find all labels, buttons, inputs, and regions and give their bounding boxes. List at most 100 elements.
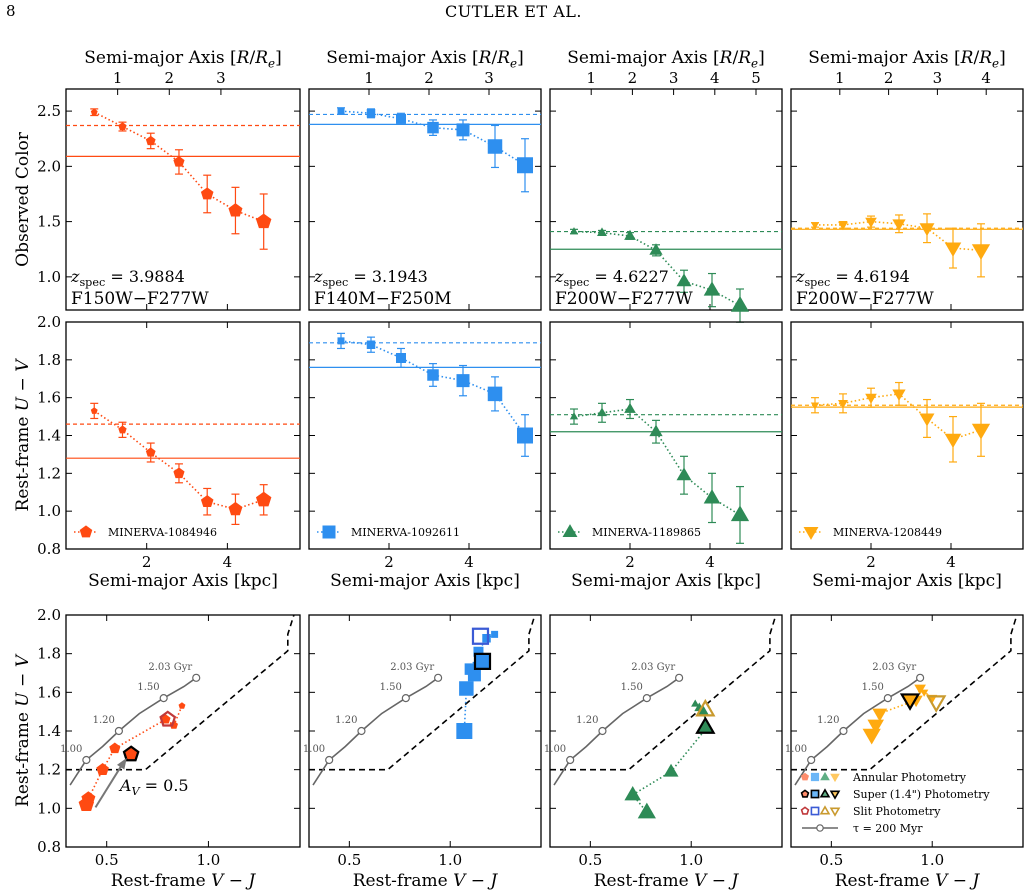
- legend-marker: [800, 806, 810, 815]
- data-point: [396, 352, 406, 363]
- legend-marker: [820, 771, 830, 781]
- top-tick-label: 1: [835, 69, 845, 87]
- x-tick-label: 4: [705, 553, 715, 571]
- x-tick-label: 0.5: [819, 851, 843, 869]
- zspec-label: zspec = 3.9884: [70, 267, 185, 289]
- panel-uvj: 0.8 1.0 1.2 1.4 1.6 1.8 2.0 0.5 1.0 Rest-frame V …: [37, 606, 301, 891]
- data-point: [396, 113, 406, 124]
- y-tick-label: 1.2: [37, 761, 61, 779]
- x-tick-label: 2: [866, 553, 876, 571]
- data-point: [971, 423, 991, 440]
- x-axis-label: Rest-frame V − J: [594, 871, 740, 891]
- legend-marker: [79, 525, 93, 538]
- data-point: [569, 227, 579, 235]
- running-title: CUTLER ET AL.: [444, 2, 583, 21]
- quiescent-boundary: [550, 614, 777, 771]
- top-tick-label: 5: [751, 69, 761, 87]
- data-point: [145, 447, 156, 457]
- quiescent-boundary: [66, 614, 295, 771]
- profile-connector: [340, 110, 526, 166]
- data-point: [624, 402, 636, 413]
- top-tick-label: 2: [628, 69, 638, 87]
- top-axis-label: Semi-major Axis [R/Re]: [808, 48, 1005, 70]
- age-marker-label: 1.00: [544, 744, 566, 755]
- ccd-annular-point: [624, 786, 642, 801]
- x-tick-label: 4: [464, 553, 474, 571]
- data-point: [255, 491, 272, 507]
- x-axis-label: Rest-frame V − J: [835, 871, 981, 891]
- legend-entry-label: Annular Photometry: [852, 771, 967, 784]
- filter-label: F200W−F277W: [555, 289, 693, 309]
- age-marker-label: 1.00: [303, 744, 325, 755]
- age-marker-label: 1.00: [60, 744, 82, 755]
- age-marker-label: 1.20: [817, 715, 839, 726]
- ccd-super-point: [695, 716, 716, 734]
- ccd-annular-point: [867, 719, 885, 734]
- legend-marker: [562, 524, 578, 537]
- age-marker-label: 1.50: [862, 682, 884, 693]
- zspec-label: zspec = 3.1943: [313, 267, 428, 289]
- age-marker-label: 1.50: [621, 682, 643, 693]
- legend-entry-label: Super (1.4") Photometry: [853, 788, 990, 801]
- ccd-annular-point: [96, 763, 109, 776]
- data-point: [810, 222, 820, 230]
- top-tick-label: 1: [113, 69, 123, 87]
- age-marker: [325, 755, 334, 765]
- data-point: [730, 295, 750, 312]
- top-tick-label: 2: [424, 69, 434, 87]
- age-marker-label: 1.50: [380, 682, 402, 693]
- legend-marker: [800, 789, 810, 798]
- data-point: [337, 107, 345, 115]
- y-tick-label: 1.0: [37, 502, 61, 520]
- legend-galaxy-name: MINERVA-1084946: [108, 526, 217, 539]
- data-point: [944, 433, 962, 449]
- legend-galaxy-name: MINERVA-1189865: [592, 526, 701, 539]
- zspec-label: zspec = 4.6227: [554, 267, 669, 289]
- zspec-label: zspec = 4.6194: [795, 267, 910, 289]
- y-tick-label: 2.0: [37, 606, 61, 624]
- legend-entry-label: Slit Photometry: [853, 805, 941, 818]
- data-point: [676, 467, 692, 481]
- data-point: [703, 489, 721, 504]
- age-marker: [598, 726, 607, 736]
- reddening-arrow-label: AV = 0.5: [118, 776, 189, 798]
- age-marker: [566, 755, 575, 765]
- ccd-annular-point: [456, 723, 473, 739]
- top-tick-label: 1: [364, 69, 374, 87]
- data-point: [118, 122, 127, 131]
- ccd-slit-point: [695, 698, 716, 717]
- top-tick-label: 3: [216, 69, 226, 87]
- y-tick-label: 2.5: [37, 102, 61, 120]
- x-tick-label: 0.5: [578, 851, 602, 869]
- y-tick-label: 1.0: [37, 799, 61, 817]
- data-point: [944, 242, 962, 257]
- x-axis-label: Semi-major Axis [kpc]: [330, 571, 520, 591]
- data-point: [427, 369, 439, 381]
- age-marker: [883, 694, 892, 703]
- legend-marker: [810, 789, 820, 799]
- x-tick-label: 4: [946, 553, 956, 571]
- x-tick-label: 4: [223, 553, 233, 571]
- y-tick-label: 1.8: [37, 645, 61, 663]
- filter-label: F150W−F277W: [71, 289, 209, 309]
- data-point: [971, 244, 991, 260]
- top-tick-label: 2: [884, 69, 894, 87]
- x-axis-label: Semi-major Axis [kpc]: [812, 571, 1002, 591]
- y-tick-label: 1.8: [37, 351, 61, 369]
- ccd-slit-point: [159, 710, 177, 727]
- data-point: [730, 505, 750, 522]
- panel-frame: [308, 88, 542, 311]
- top-axis-label: Semi-major Axis [R/Re]: [326, 48, 523, 70]
- data-point: [892, 389, 906, 401]
- age-marker: [839, 726, 848, 736]
- reddening-arrow-head: [116, 757, 127, 770]
- ccd-annular-point: [491, 630, 499, 638]
- y-tick-label: 0.8: [37, 540, 61, 558]
- ccd-annular-point: [160, 714, 171, 724]
- ccd-annular-point: [467, 668, 481, 682]
- ccd-connector: [631, 703, 709, 813]
- legend-marker: [803, 527, 819, 540]
- ccd-annular-point: [862, 728, 881, 745]
